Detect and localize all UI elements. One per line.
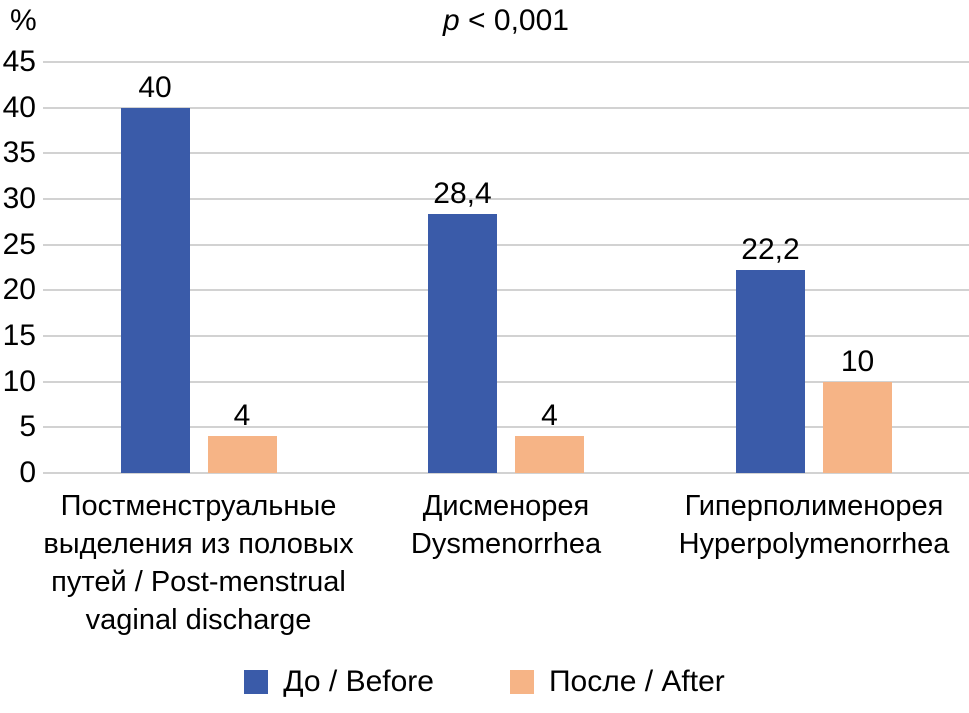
gridline-y-15 [43, 335, 969, 337]
y-tick-label-15: 15 [2, 319, 36, 352]
chart-title-pvalue-text: < 0,001 [459, 4, 569, 37]
category-label-group-1: Постменструальные выделения из половых пут… [29, 487, 369, 639]
bar-value-label-after-group-2: 4 [541, 399, 558, 433]
y-tick-label-45: 45 [2, 45, 36, 78]
category-label-line: путей / Post-menstrual [51, 566, 346, 598]
chart-title-pvalue-symbol: p [443, 4, 460, 37]
legend-swatch-after [509, 670, 534, 694]
y-axis-unit-label: % [10, 4, 37, 37]
category-label-line: Дисменорея [422, 490, 590, 522]
y-tick-label-0: 0 [19, 456, 36, 489]
bar-after-group-3 [823, 381, 892, 473]
gridline-y-10 [43, 380, 969, 383]
bar-before-group-2 [428, 213, 497, 473]
legend-item-after: После / After [509, 665, 725, 699]
bar-before-group-3 [736, 270, 805, 473]
category-label-line: Гиперполименорея [684, 490, 944, 522]
bar-after-group-1 [207, 436, 277, 473]
legend-label-after: После / After [548, 665, 725, 698]
bar-value-label-after-group-1: 4 [233, 399, 251, 433]
chart-title: p < 0,001 [43, 4, 969, 38]
bar-before-group-1 [120, 107, 190, 473]
y-tick-label-35: 35 [2, 136, 36, 170]
gridline-y-30 [43, 198, 969, 200]
legend-swatch-before [244, 670, 269, 694]
category-label-group-3: Гиперполименорея Hyperpolymenorrhea [644, 487, 969, 563]
chart-legend: До / Before После / After [0, 665, 969, 699]
gridline-y-45 [43, 61, 969, 63]
gridline-y-5 [43, 426, 969, 429]
y-tick-label-20: 20 [2, 273, 36, 307]
bar-value-label-before-group-3: 22,2 [741, 233, 800, 267]
y-tick-label-10: 10 [2, 364, 36, 398]
bar-after-group-2 [515, 436, 584, 473]
bar-value-label-before-group-1: 40 [138, 70, 172, 104]
y-tick-label-30: 30 [2, 182, 36, 215]
category-label-group-2: Дисменорея Dysmenorrhea [336, 487, 676, 563]
y-tick-label-40: 40 [2, 90, 36, 124]
gridline-y-35 [43, 152, 969, 155]
legend-label-before: До / Before [283, 665, 434, 698]
gridline-y-25 [43, 243, 969, 246]
y-tick-label-25: 25 [2, 227, 36, 261]
category-label-line: vaginal discharge [85, 604, 312, 636]
category-label-line: Hyperpolymenorrhea [678, 528, 950, 560]
category-label-line: выделения из половых [43, 528, 354, 560]
gridline-y-20 [43, 289, 969, 292]
gridline-y-0 [43, 472, 969, 474]
bar-value-label-after-group-3: 10 [840, 344, 875, 378]
bar-value-label-before-group-2: 28,4 [433, 176, 492, 210]
legend-item-before: До / Before [244, 665, 434, 699]
category-label-line: Dysmenorrhea [410, 528, 602, 560]
y-tick-label-5: 5 [19, 410, 36, 444]
category-label-line: Постменструальные [60, 490, 337, 522]
gridline-y-40 [43, 106, 969, 109]
